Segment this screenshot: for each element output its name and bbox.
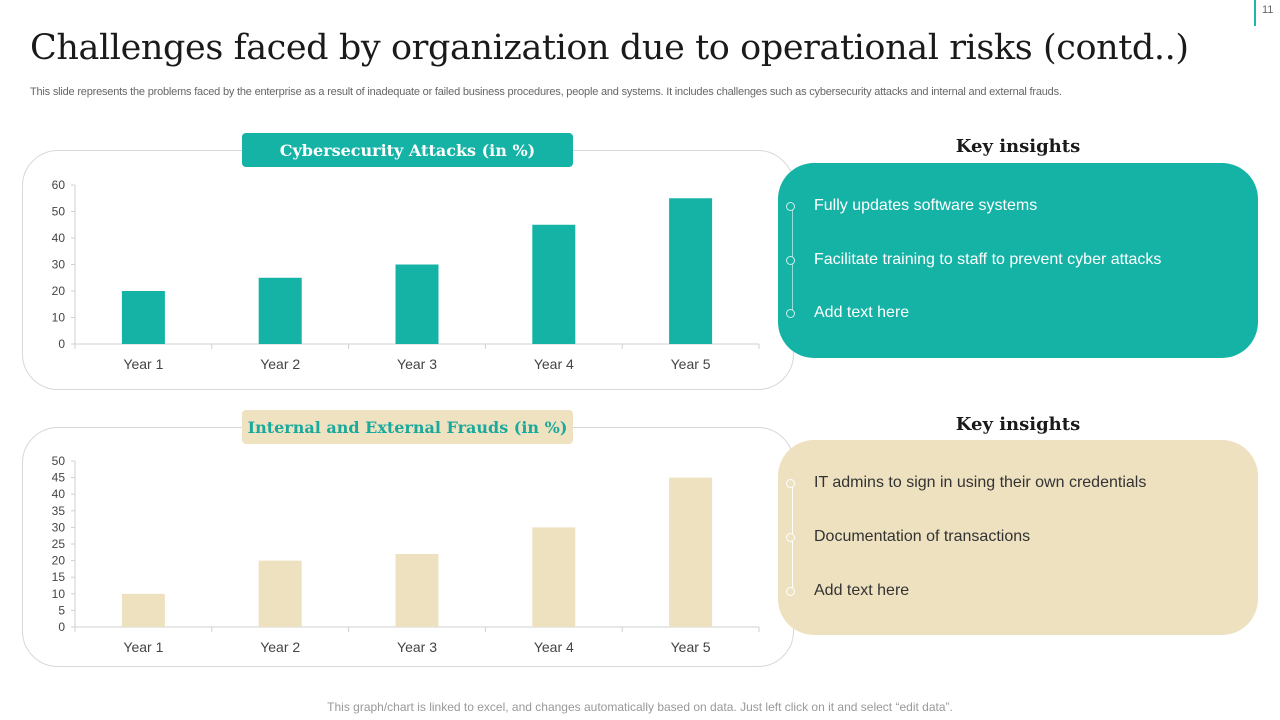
y-tick-label: 10	[52, 587, 66, 601]
bar-year-5	[669, 198, 713, 344]
slide-title: Challenges faced by organization due to …	[30, 28, 1189, 68]
key-insights-heading-2: Key insights	[955, 414, 1081, 435]
y-tick-label: 0	[58, 337, 65, 351]
x-tick-label: Year 2	[260, 639, 300, 655]
y-tick-label: 40	[52, 231, 66, 245]
y-tick-label: 20	[52, 554, 66, 568]
insight-item: Facilitate training to staff to prevent …	[786, 251, 1161, 269]
insight-item: Fully updates software systems	[786, 197, 1037, 215]
y-tick-label: 45	[52, 471, 66, 485]
y-tick-label: 0	[58, 620, 65, 634]
insight-item: IT admins to sign in using their own cre…	[786, 474, 1146, 492]
internal-external-frauds-chart[interactable]: 0 5 10 15 20 25 30 35 40 45 50 Year 1 Year 2 Year 3 Ye…	[0, 0, 800, 700]
bar-year-2	[258, 277, 302, 344]
cybersecurity-chart-title: Cybersecurity Attacks (in %)	[242, 133, 573, 167]
page-number: 11	[1262, 4, 1274, 16]
y-tick-label: 10	[52, 311, 66, 325]
footer-note: This graph/chart is linked to excel, and…	[327, 700, 953, 714]
x-tick-label: Year 3	[397, 639, 437, 655]
y-tick-label: 20	[52, 284, 66, 298]
x-tick-label: Year 4	[534, 356, 574, 372]
bullet-dot-icon	[786, 532, 795, 542]
y-tick-label: 25	[52, 537, 66, 551]
x-tick-label: Year 5	[671, 356, 711, 372]
page-number-accent	[1254, 0, 1256, 26]
x-tick-label: Year 4	[534, 639, 574, 655]
frauds-chart-title: Internal and External Frauds (in %)	[242, 410, 573, 444]
insight-item: Add text here	[786, 304, 909, 322]
bullet-dot-icon	[786, 478, 795, 488]
key-insights-heading-1: Key insights	[955, 136, 1081, 157]
insight-text: Add text here	[814, 304, 910, 321]
insight-item: Add text here	[786, 582, 909, 600]
bar-year-1	[121, 593, 165, 627]
x-tick-label: Year 3	[397, 356, 437, 372]
x-tick-label: Year 1	[123, 639, 163, 655]
x-tick-label: Year 5	[671, 639, 711, 655]
bullet-dot-icon	[786, 201, 795, 211]
y-tick-label: 40	[52, 487, 66, 501]
y-tick-label: 35	[52, 504, 66, 518]
y-tick-label: 30	[52, 258, 66, 272]
y-tick-label: 5	[58, 603, 65, 617]
y-tick-label: 50	[52, 454, 66, 468]
y-tick-label: 15	[52, 570, 66, 584]
bar-year-3	[395, 553, 439, 627]
bar-year-5	[669, 477, 713, 627]
bar-year-2	[258, 560, 302, 627]
bar-year-3	[395, 264, 439, 344]
bullet-dot-icon	[786, 586, 795, 596]
key-insights-panel-2: IT admins to sign in using their own cre…	[778, 440, 1258, 635]
insight-text: Documentation of transactions	[814, 528, 1031, 545]
bar-year-4	[532, 224, 576, 344]
insight-text: Facilitate training to staff to prevent …	[814, 251, 1162, 268]
bullet-dot-icon	[786, 308, 795, 318]
x-tick-label: Year 2	[260, 356, 300, 372]
y-tick-label: 60	[52, 178, 66, 192]
bullet-dot-icon	[786, 255, 795, 265]
y-tick-label: 50	[52, 205, 66, 219]
insight-item: Documentation of transactions	[786, 528, 1030, 546]
insight-text: Add text here	[814, 582, 910, 599]
y-tick-label: 30	[52, 520, 66, 534]
key-insights-panel-1: Fully updates software systems Facilitat…	[778, 163, 1258, 358]
insight-text: Fully updates software systems	[814, 197, 1038, 214]
x-tick-label: Year 1	[123, 356, 163, 372]
bar-year-1	[121, 291, 165, 344]
slide-subtitle: This slide represents the problems faced…	[30, 86, 1062, 98]
insight-text: IT admins to sign in using their own cre…	[814, 474, 1147, 491]
cybersecurity-attacks-chart[interactable]: 0 10 20 30 40 50 60 Year 1 Year 2 Year 3 Year 4 Yea…	[0, 0, 800, 400]
bar-year-4	[532, 527, 576, 627]
